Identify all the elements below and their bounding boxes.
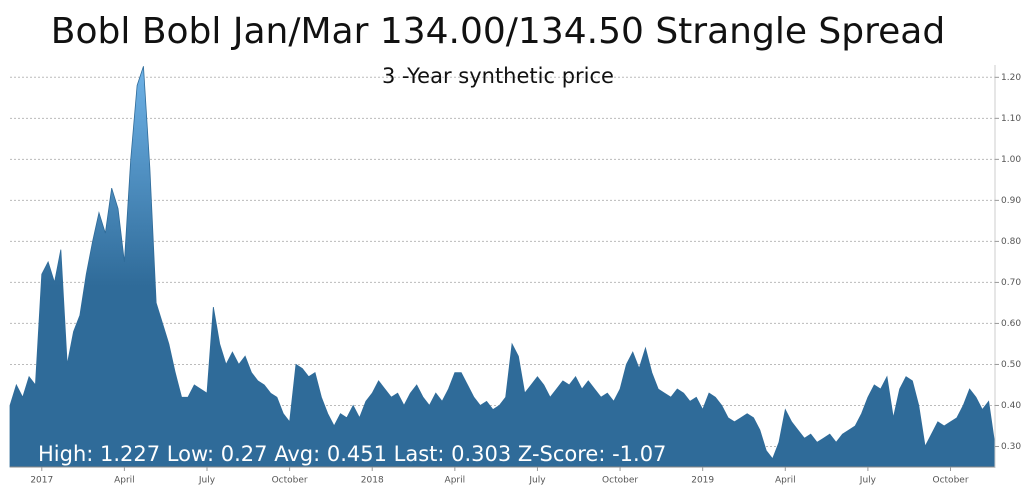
x-tick-label: April: [445, 476, 466, 486]
x-tick-label: 2019: [691, 476, 714, 486]
x-tick-label: 2017: [30, 476, 53, 486]
y-tick-label: 0.60: [1001, 319, 1021, 329]
x-tick-label: October: [272, 476, 308, 486]
x-tick-label: July: [859, 476, 877, 486]
x-tick-label: October: [933, 476, 969, 486]
x-tick-label: July: [198, 476, 216, 486]
y-tick-label: 1.20: [1001, 73, 1021, 83]
y-tick-label: 0.40: [1001, 401, 1021, 411]
y-tick-label: 0.70: [1001, 278, 1021, 288]
y-tick-label: 1.00: [1001, 155, 1021, 165]
y-tick-label: 0.80: [1001, 237, 1021, 247]
y-tick-label: 0.90: [1001, 196, 1021, 206]
x-tick-label: July: [528, 476, 546, 486]
x-tick-label: April: [775, 476, 796, 486]
x-tick-label: April: [114, 476, 135, 486]
price-area: [9, 66, 996, 468]
y-tick-label: 0.30: [1001, 442, 1021, 452]
y-tick-label: 0.50: [1001, 360, 1021, 370]
stats-annotation: High: 1.227 Low: 0.27 Avg: 0.451 Last: 0…: [38, 442, 666, 466]
x-tick-label: 2018: [361, 476, 384, 486]
chart-title: Bobl Bobl Jan/Mar 134.00/134.50 Strangle…: [51, 11, 945, 52]
x-tick-label: October: [602, 476, 638, 486]
chart-subtitle: 3 -Year synthetic price: [382, 64, 614, 88]
y-tick-label: 1.10: [1001, 114, 1021, 124]
